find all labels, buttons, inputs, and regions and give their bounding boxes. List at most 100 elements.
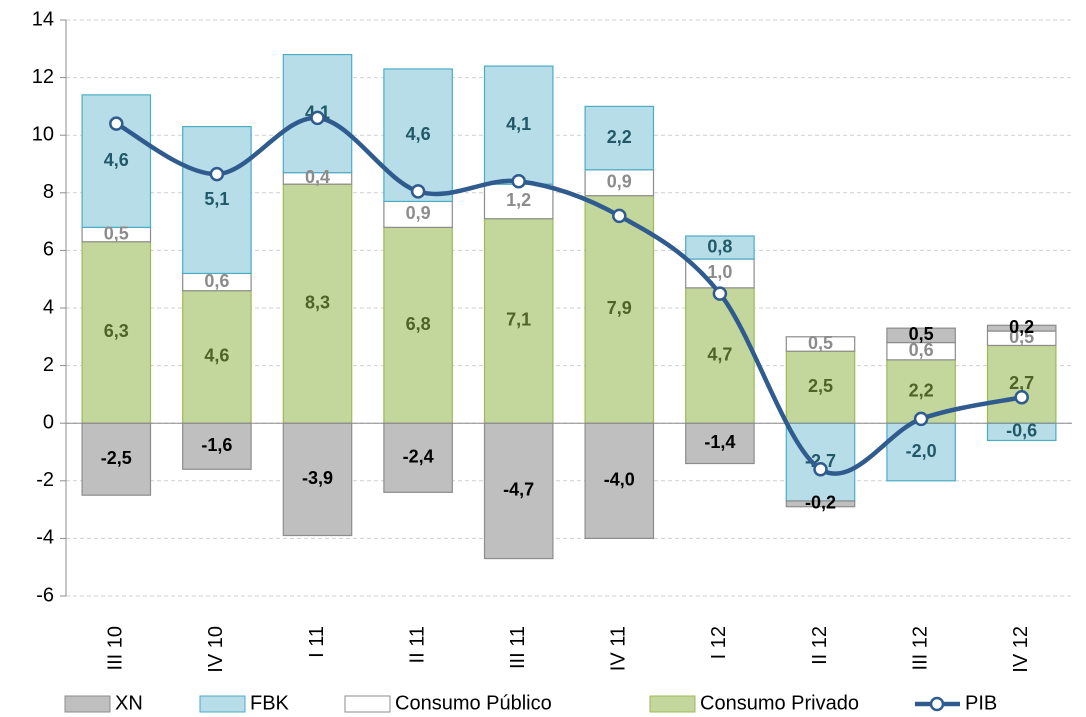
bar-segment [483,422,554,560]
legend-marker [929,696,945,712]
data-label: 6,3 [104,321,129,341]
y-tick-label: -6 [36,584,54,606]
data-label: -3,9 [302,468,333,488]
x-tick-label: III 11 [507,626,529,669]
data-label: -0,6 [1006,421,1037,441]
data-label: 0,5 [909,324,934,344]
data-label: 4,7 [707,344,732,364]
data-label: 0,9 [406,203,431,223]
data-label: 0,4 [305,167,330,187]
pib-marker [712,286,728,301]
bar-segment [483,65,554,185]
data-label: 0,6 [204,271,229,291]
bar-segment [282,422,353,537]
bar-segment [685,287,755,424]
data-label: 7,1 [506,310,531,330]
x-tick-label: III 12 [909,626,931,670]
pib-marker [813,462,828,477]
data-label: 4,6 [204,346,229,366]
bar-segment [685,422,755,465]
data-label: 0,8 [707,236,732,256]
data-label: 7,9 [607,298,632,318]
data-label: 4,1 [506,114,531,134]
data-label: 0,5 [104,223,129,243]
data-label: 0,2 [1009,317,1034,337]
pib-marker [209,166,225,182]
legend-swatch [649,695,696,713]
data-label: -4,0 [604,470,635,490]
y-tick-label: 12 [32,66,54,88]
data-label: -2,0 [906,441,937,461]
bar-segment [383,226,453,424]
data-label: 1,2 [506,190,531,210]
bar-segment [886,422,956,482]
y-tick-label: 2 [43,354,54,376]
x-tick-label: III 10 [105,626,127,670]
bar-segment [81,422,152,496]
legend-swatch [344,695,391,713]
bar-segment [182,125,252,275]
pib-marker [310,110,325,126]
data-label: -0,2 [805,493,836,513]
bar-segment [785,336,856,352]
data-label: -2,4 [403,447,434,467]
data-label: 2,5 [808,376,833,396]
bar-segment [483,218,554,424]
pib-marker [410,184,426,199]
legend-label: XN [115,692,143,714]
legend-swatch [199,695,246,713]
pib-marker [109,116,124,131]
legend-label: Consumo Privado [700,692,859,714]
x-tick-label: IV 12 [1010,626,1032,673]
bar-segment [986,324,1057,332]
data-label: 6,8 [406,314,431,334]
y-tick-label: -4 [36,527,54,549]
bar-segment [785,500,856,508]
data-label: 8,3 [305,292,330,312]
data-label: 0,5 [1009,327,1034,347]
data-label: 1,0 [707,262,732,282]
bar-segment [685,235,755,260]
legend-label: Consumo Público [395,692,552,714]
data-label: -4,7 [503,480,534,500]
bar-segment [584,105,655,171]
x-tick-label: I 12 [708,626,730,659]
bar-segment [182,422,252,470]
y-tick-label: 6 [43,239,54,261]
legend-swatch [64,695,111,713]
bar-segment [584,422,655,540]
bar-segment [886,327,956,344]
data-label: 2,2 [607,127,632,147]
legend-label: FBK [250,692,290,714]
x-tick-label: IV 11 [608,626,630,671]
data-label: -1,6 [201,435,232,455]
pib-marker [511,174,526,189]
y-tick-label: 0 [43,411,54,433]
y-tick-label: 10 [32,123,54,145]
x-tick-label: I 11 [306,626,328,658]
data-label: -1,4 [704,432,735,452]
bar-segment [81,241,152,424]
bar-segment [584,195,655,424]
y-tick-label: 14 [32,8,54,30]
data-label: 5,1 [204,189,229,209]
data-label: 2,2 [909,380,934,400]
bar-segment [383,422,453,493]
data-label: 4,6 [104,150,129,170]
data-label: -2,5 [101,448,132,468]
y-tick-label: -2 [36,469,54,491]
x-tick-label: II 12 [809,626,831,665]
y-tick-label: 8 [43,181,54,203]
bar-segment [282,183,353,424]
legend-label: PIB [965,692,997,714]
bar-segment [182,290,252,424]
bar-segment [383,200,453,228]
pib-marker [1014,390,1029,405]
data-label: 0,9 [607,171,632,191]
x-tick-label: IV 10 [205,626,227,673]
pib-marker [612,208,627,224]
data-label: 0,5 [808,333,833,353]
pib-marker [913,411,929,427]
data-label: 4,6 [406,124,431,144]
